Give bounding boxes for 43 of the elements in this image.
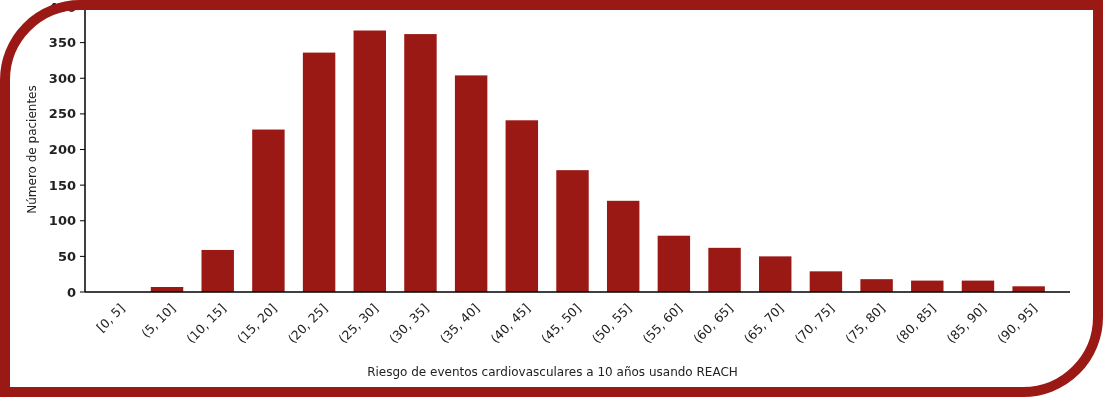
x-tick-label: (20, 25] [284, 300, 331, 347]
x-tick-label: (15, 20] [234, 300, 280, 347]
x-tick-label: (10, 15] [183, 300, 229, 347]
x-tick-label: (5, 10] [138, 300, 179, 341]
y-tick-label: 50 [57, 248, 76, 264]
y-tick-label: 250 [48, 106, 76, 122]
y-axis-title: Número de pacientes [25, 85, 39, 214]
x-tick-label: (25, 30] [335, 300, 381, 347]
y-tick-label: 350 [48, 35, 76, 51]
x-tick-label: (60, 65] [690, 300, 736, 347]
y-tick-label: 300 [48, 70, 76, 86]
bar [759, 256, 792, 292]
x-tick-label: (55, 60] [639, 300, 686, 347]
bar [201, 249, 234, 292]
bar [505, 120, 539, 292]
x-tick-label: (35, 40] [436, 300, 483, 347]
bar [404, 34, 437, 292]
bar [860, 279, 893, 292]
bar [809, 271, 843, 292]
bar [454, 75, 488, 292]
bar [353, 30, 386, 292]
y-tick-label: 100 [48, 213, 76, 229]
bar [302, 52, 336, 292]
y-tick-label: 0 [66, 284, 76, 300]
x-tick-label: (85, 90] [943, 300, 990, 347]
bar [252, 129, 285, 292]
x-tick-label: (80, 85] [892, 300, 939, 347]
x-tick-label: (50, 55] [588, 300, 635, 347]
x-tick-label: (70, 75] [791, 300, 838, 347]
x-tick-label: [0, 5] [93, 300, 128, 335]
x-tick-label: (65, 70] [740, 300, 787, 347]
bar [606, 200, 640, 292]
bar [708, 247, 741, 292]
x-tick-label: (40, 45] [487, 300, 534, 347]
x-tick-label: (30, 35] [386, 300, 432, 347]
x-axis-title: Riesgo de eventos cardiovasculares a 10 años usando REACH [367, 365, 738, 379]
y-tick-label: 200 [48, 142, 76, 158]
bar [657, 235, 691, 292]
x-tick-label: (90, 95] [994, 300, 1040, 347]
x-tick-label: (45, 50] [538, 300, 584, 347]
bar [556, 170, 589, 292]
y-tick-label: 150 [48, 177, 76, 193]
x-tick-label: (75, 80] [842, 300, 888, 347]
